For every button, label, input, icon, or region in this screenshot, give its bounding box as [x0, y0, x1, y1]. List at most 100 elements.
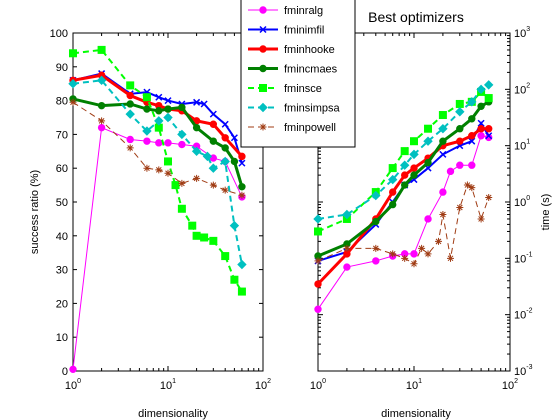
data-point-fminpowell: [210, 182, 217, 189]
data-point-fminhooke: [469, 133, 475, 139]
legend-marker-fminralg: [260, 7, 266, 13]
x-tick-label: 101: [406, 378, 422, 392]
legend-marker-fmincmaes: [260, 65, 266, 71]
data-point-fminsimpsa: [164, 114, 172, 122]
legend-label-fminpowell: fminpowell: [284, 122, 336, 134]
data-point-fminpowell: [143, 165, 150, 172]
data-point-fminpowell: [127, 144, 134, 151]
data-point-fminralg: [457, 162, 463, 168]
y-tick-label: 103: [514, 26, 530, 40]
data-point-fminpowell: [456, 204, 463, 211]
data-point-fminsce: [70, 50, 77, 57]
x-tick-label: 102: [502, 378, 518, 392]
data-point-fmincmaes: [193, 124, 199, 130]
data-point-fminralg: [165, 140, 171, 146]
data-point-fminralg: [98, 124, 104, 130]
data-point-fminpowell: [343, 245, 350, 252]
legend-marker-fminhooke: [260, 46, 266, 52]
data-point-fminpowell: [478, 215, 485, 222]
data-point-fminralg: [70, 366, 76, 372]
data-point-fmincmaes: [144, 106, 150, 112]
data-point-fminsce: [238, 288, 245, 295]
y-tick-label: 20: [56, 298, 68, 310]
data-point-fminralg: [144, 138, 150, 144]
data-point-fminpowell: [401, 255, 408, 262]
data-point-fminsce: [315, 228, 322, 235]
data-point-fminsce: [389, 165, 396, 172]
legend: fminralgfminimfilfminhookefmincmaesfmins…: [241, 0, 355, 147]
data-point-fminralg: [411, 251, 417, 257]
data-point-fminpowell: [447, 255, 454, 262]
data-point-fminpowell: [485, 194, 492, 201]
data-point-fminsce: [189, 222, 196, 229]
x-axis-label: dimensionality: [138, 408, 208, 420]
data-point-fminsimpsa: [230, 222, 238, 230]
data-point-fminpowell: [165, 170, 172, 177]
data-point-fminsce: [231, 276, 238, 283]
series-line-fminralg: [73, 128, 242, 370]
data-point-fmincmaes: [222, 145, 228, 151]
data-point-fminpowell: [439, 211, 446, 218]
x-tick-label: 100: [310, 378, 326, 392]
y-tick-label: 10: [56, 332, 68, 344]
y-tick-label: 10-2: [514, 308, 533, 322]
data-point-fminhooke: [390, 189, 396, 195]
data-point-fmincmaes: [127, 101, 133, 107]
y-axis-label: success ratio (%): [29, 170, 41, 254]
data-point-fminsimpsa: [314, 215, 322, 223]
data-point-fminhooke: [457, 138, 463, 144]
data-point-fminhooke: [222, 135, 228, 141]
data-point-fminpowell: [435, 238, 442, 245]
data-point-fminpowell: [418, 245, 425, 252]
data-point-fminhooke: [210, 121, 216, 127]
data-point-fmincmaes: [478, 103, 484, 109]
data-point-fmincmaes: [411, 172, 417, 178]
data-point-fminsce: [193, 232, 200, 239]
x-tick-label: 102: [255, 378, 271, 392]
data-point-fminsce: [127, 82, 134, 89]
y-tick-label: 100: [514, 195, 530, 209]
data-point-fminpowell: [389, 250, 396, 257]
data-point-fminsce: [210, 237, 217, 244]
data-point-fminpowell: [155, 166, 162, 173]
data-point-fminsce: [201, 234, 208, 241]
y-tick-label: 80: [56, 96, 68, 108]
data-point-fmincmaes: [156, 108, 162, 114]
legend-marker-fminsce: [260, 85, 267, 92]
data-point-fminsce: [411, 138, 418, 145]
y-tick-label: 50: [56, 197, 68, 209]
chart-title: Best optimizers: [368, 9, 464, 25]
data-point-fminpowell: [411, 260, 418, 267]
y-tick-label: 10-3: [514, 364, 533, 378]
data-point-fminpowell: [425, 250, 432, 257]
data-point-fminralg: [440, 189, 446, 195]
data-point-fminpowell: [98, 117, 105, 124]
data-point-fminpowell: [315, 257, 322, 264]
data-point-fmincmaes: [457, 126, 463, 132]
data-point-fminralg: [469, 162, 475, 168]
data-point-fminhooke: [401, 172, 407, 178]
data-point-fminsce: [178, 205, 185, 212]
data-point-fminsimpsa: [485, 81, 493, 89]
data-point-fmincmaes: [401, 182, 407, 188]
y-tick-label: 0: [62, 366, 68, 378]
data-point-fmincmaes: [210, 138, 216, 144]
data-point-fmincmaes: [469, 116, 475, 122]
data-point-fminsce: [456, 100, 463, 107]
data-point-fminsce: [143, 94, 150, 101]
data-point-fminimfil: [222, 121, 228, 127]
data-point-fminsce: [439, 112, 446, 119]
y-tick-label: 100: [50, 28, 68, 40]
y-tick-label: 10-1: [514, 251, 533, 265]
data-point-fminpowell: [238, 192, 245, 199]
data-point-fminralg: [315, 306, 321, 312]
y-tick-label: 60: [56, 163, 68, 175]
data-point-fminsce: [172, 182, 179, 189]
data-point-fminhooke: [239, 153, 245, 159]
data-point-fminralg: [179, 141, 185, 147]
data-point-fminsce: [222, 253, 229, 260]
data-point-fminsce: [98, 46, 105, 53]
data-point-fminralg: [344, 264, 350, 270]
data-point-fminsimpsa: [456, 108, 464, 116]
